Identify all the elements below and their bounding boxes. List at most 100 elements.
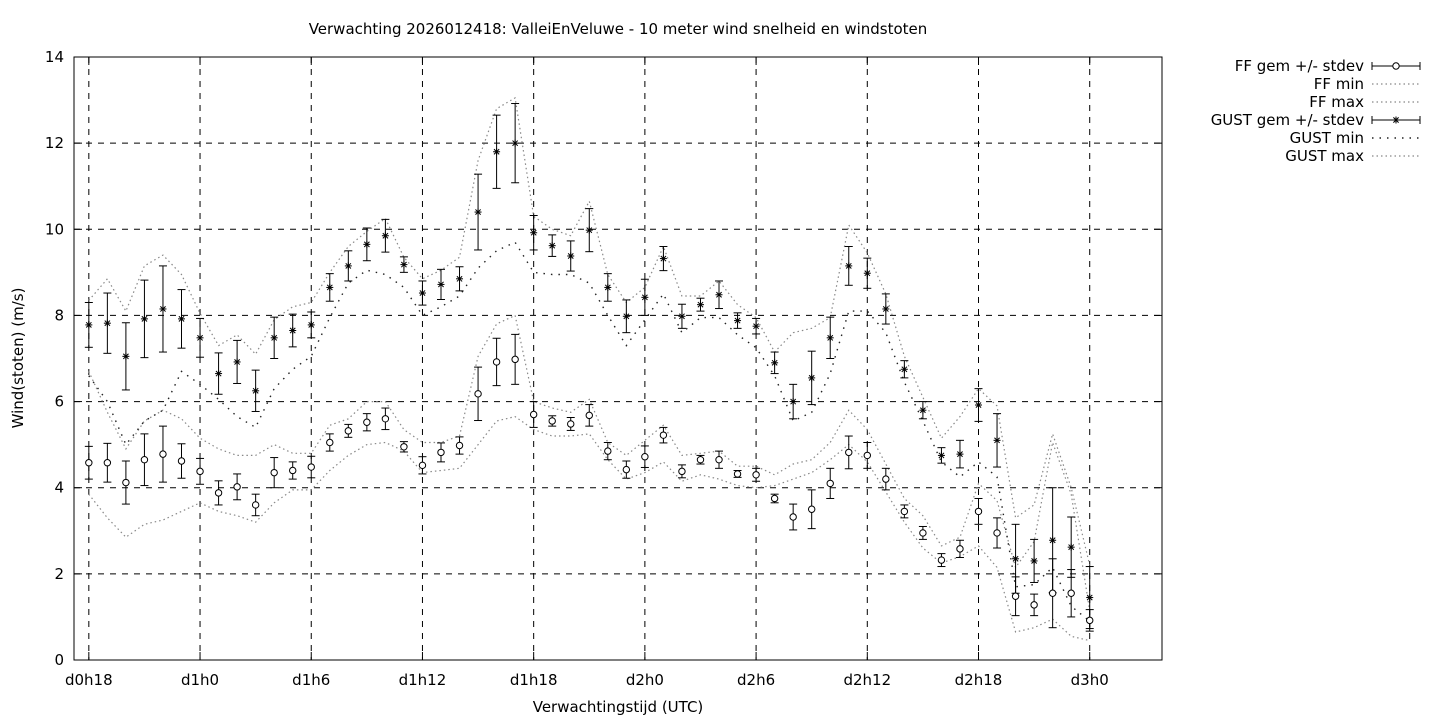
gust-mean-point [715,291,723,299]
gust-mean-point [752,322,760,330]
x-tick-label: d1h6 [292,671,330,689]
ff-mean-point [418,461,427,470]
gust-mean-point [1067,543,1075,551]
legend-label: FF min [1314,75,1364,93]
gust-mean-point [437,280,445,288]
gust-mean-point [789,398,797,406]
x-axis-label: Verwachtingstijd (UTC) [533,698,704,716]
ff-mean-point [122,478,130,487]
ff-mean-point [752,471,760,479]
ff-mean-point [529,410,538,419]
chart-title: Verwachting 2026012418: ValleiEnVeluwe -… [309,20,928,38]
legend-label: FF max [1309,93,1364,111]
gust-mean-point [215,370,223,378]
gust-mean-point [178,315,186,323]
y-tick-label: 14 [45,48,64,66]
gust-mean-point [85,321,93,329]
gust-mean-point [604,283,612,291]
ff-mean-point [659,431,668,439]
gust-mean-point [882,305,890,313]
gust-mean-point [937,451,945,459]
series-line-ff-max [88,314,1091,611]
gust-mean-point [1030,557,1038,565]
gust-mean-point [548,242,556,250]
legend-marker [1392,116,1400,124]
x-tick-label: d2h12 [843,671,891,689]
ff-mean-point [882,475,890,483]
y-tick-label: 12 [45,134,64,152]
x-tick-label: d0h18 [65,671,113,689]
gust-mean-point [493,148,501,156]
ff-mean-point [214,489,223,497]
x-tick-label: d2h0 [626,671,664,689]
ff-mean-point [196,467,204,476]
gust-mean-point [900,365,908,373]
ff-mean-point [696,456,705,464]
legend-label: FF gem +/- stdev [1235,57,1364,75]
gust-mean-point [567,252,575,260]
gust-mean-point [252,387,260,395]
ff-mean-point [919,529,927,537]
gust-mean-point [734,317,742,325]
ff-mean-point [900,507,909,516]
ff-mean-point [474,390,482,398]
gust-mean-point [1012,555,1020,563]
gust-mean-point [641,293,649,301]
ff-mean-point [807,505,816,513]
ff-mean-point [511,355,519,364]
gust-mean-point [678,312,686,320]
y-tick-label: 2 [54,565,64,583]
ff-mean-point [400,443,408,451]
gust-mean-point [956,450,964,458]
gust-mean-point [103,319,111,327]
gust-mean-point [363,240,371,248]
x-tick-label: d1h0 [181,671,219,689]
axis-ticks: 0 2 4 6 8 10 12 14 d0h18 d1h0 d1h6 d1h12 d1h18 d2h0 d2… [45,48,1162,689]
ff-mean-point [363,418,371,426]
ff-mean-point [826,479,834,488]
ff-mean-point [307,463,315,471]
ff-mean-point [437,448,445,457]
ff-mean-point [974,507,983,516]
series-line-gust-max [88,96,1091,566]
y-axis-label: Wind(stoten) (m/s) [9,288,27,429]
gust-mean-point [307,321,315,329]
ff-mean-point [85,459,93,467]
legend-marker [1392,62,1400,70]
gust-mean-point [993,436,1001,444]
data-marks [84,103,1094,632]
gust-mean-point [270,334,278,342]
gust-mean-point [140,315,148,323]
gust-mean-point [511,139,519,147]
gust-mean-point [622,312,630,320]
plot-frame [73,56,1163,661]
gust-mean-point [808,374,816,382]
ff-mean-point [770,494,779,503]
ff-mean-point [1086,616,1094,625]
ff-mean-point [233,483,241,491]
y-tick-label: 0 [54,651,64,669]
ff-mean-point [789,513,797,521]
gust-mean-point [585,226,593,234]
ff-mean-point [863,451,871,460]
ff-mean-point [1030,601,1038,609]
x-tick-label: d2h18 [955,671,1003,689]
gust-mean-point [474,208,482,216]
y-tick-label: 8 [54,306,64,324]
ff-mean-point [344,427,353,435]
ff-mean-point [585,411,593,420]
ff-mean-point [492,358,501,366]
ff-mean-point [103,459,112,467]
gust-mean-point [122,352,130,360]
ff-mean-point [140,456,149,464]
x-tick-label: d1h12 [399,671,447,689]
gust-mean-point [845,262,853,270]
gust-mean-point [159,305,167,313]
legend-label: GUST max [1285,147,1364,165]
grid [74,57,1162,660]
min-max-lines [88,96,1091,642]
ff-mean-point [845,448,853,457]
gust-mean-point [1049,536,1057,544]
